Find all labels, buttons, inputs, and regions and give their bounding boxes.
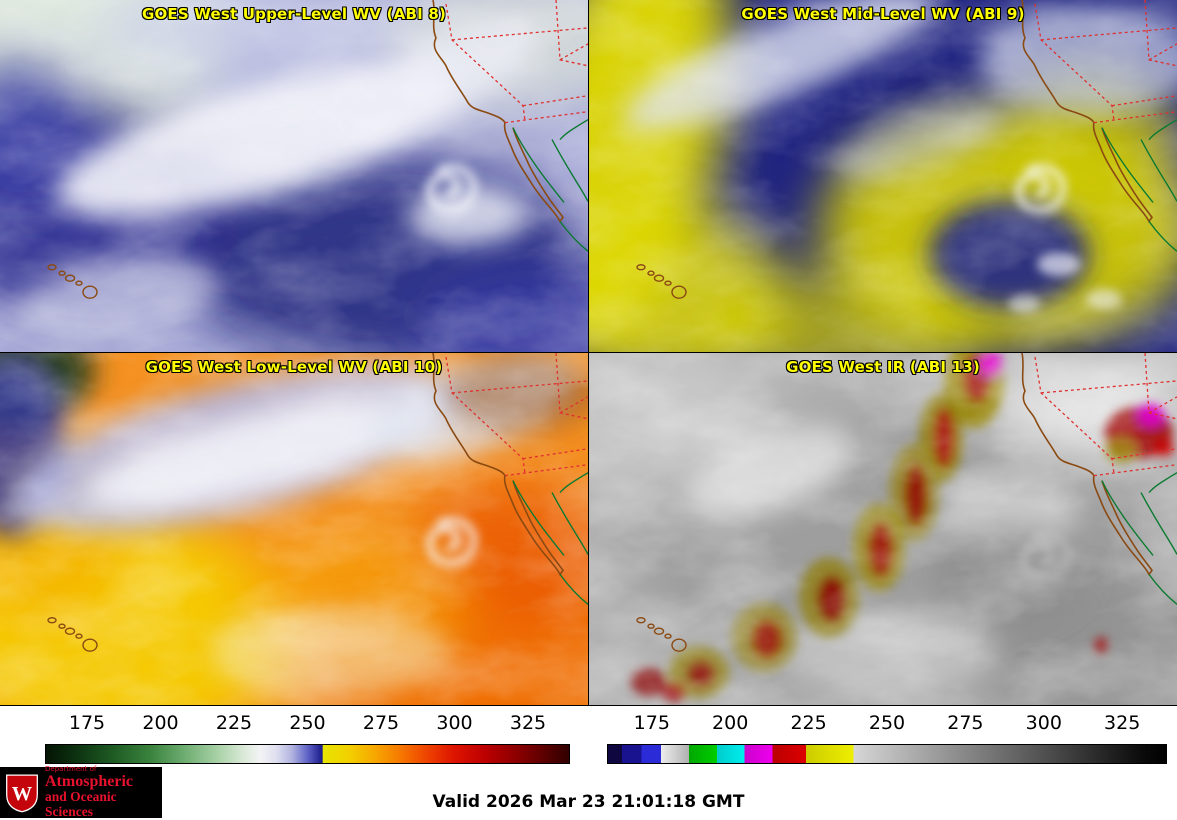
wv-tick-250: 250 [289,712,326,734]
wv-tick-175: 175 [68,712,106,734]
panel-title-upper-level-wv: GOES West Upper-Level WV (ABI 8) [141,5,447,23]
ir-tick-225: 225 [790,712,827,734]
wv-tick-200: 200 [142,712,179,734]
uw-crest-icon: W [6,774,38,812]
ir-tick-325: 325 [1104,712,1141,734]
logo-department-of: Department of [45,764,97,773]
wv-colorbar-ticks: 175 200 225 250 275 300 325 [45,706,570,736]
wv-tick-300: 300 [436,712,473,734]
panel-title-low-level-wv: GOES West Low-Level WV (ABI 10) [145,358,443,376]
valid-timestamp: Valid 2026 Mar 23 21:01:18 GMT [432,792,745,812]
wv-tick-225: 225 [215,712,253,734]
mid-level-wv-imagery [589,0,1177,352]
low-level-wv-imagery [0,353,588,705]
ir-tick-300: 300 [1025,712,1062,734]
ir-tick-275: 275 [947,712,984,734]
panel-mid-level-wv: GOES West Mid-Level WV (ABI 9) [589,0,1177,352]
panel-ir: GOES West IR (ABI 13) [589,353,1177,705]
ir-tick-200: 200 [712,712,749,734]
panel-grid: GOES West Upper-Level WV (ABI 8) [0,0,1177,706]
ir-tick-175: 175 [633,712,670,734]
ir-colorbar-group: 175 200 225 250 275 300 325 [607,706,1167,768]
ir-colorbar [607,744,1167,764]
ir-colorbar-ticks: 175 200 225 250 275 300 325 [607,706,1167,736]
wv-tick-275: 275 [362,712,400,734]
panel-low-level-wv: GOES West Low-Level WV (ABI 10) [0,353,588,705]
uw-aos-logo: W Department of Atmospheric and Oceanic … [0,764,162,820]
upper-level-wv-imagery [0,0,588,352]
logo-atmospheric: Atmospheric [45,773,133,791]
wv-colorbar [45,744,570,764]
logo-oceanic-sciences: and Oceanic Sciences [45,789,117,819]
wv-colorbar-group: 175 200 225 250 275 300 325 [45,706,570,768]
uw-aos-logo-text: Department of Atmospheric and Oceanic Sc… [45,764,157,820]
crest-letter: W [12,782,33,804]
colorbar-footer: 175 200 225 250 275 300 325 175 200 225 … [0,706,1177,820]
ir-tick-250: 250 [868,712,906,734]
wv-tick-325: 325 [509,712,547,734]
ir-imagery [589,353,1177,705]
panel-upper-level-wv: GOES West Upper-Level WV (ABI 8) [0,0,588,352]
panel-title-ir: GOES West IR (ABI 13) [786,358,980,376]
panel-title-mid-level-wv: GOES West Mid-Level WV (ABI 9) [741,5,1025,23]
